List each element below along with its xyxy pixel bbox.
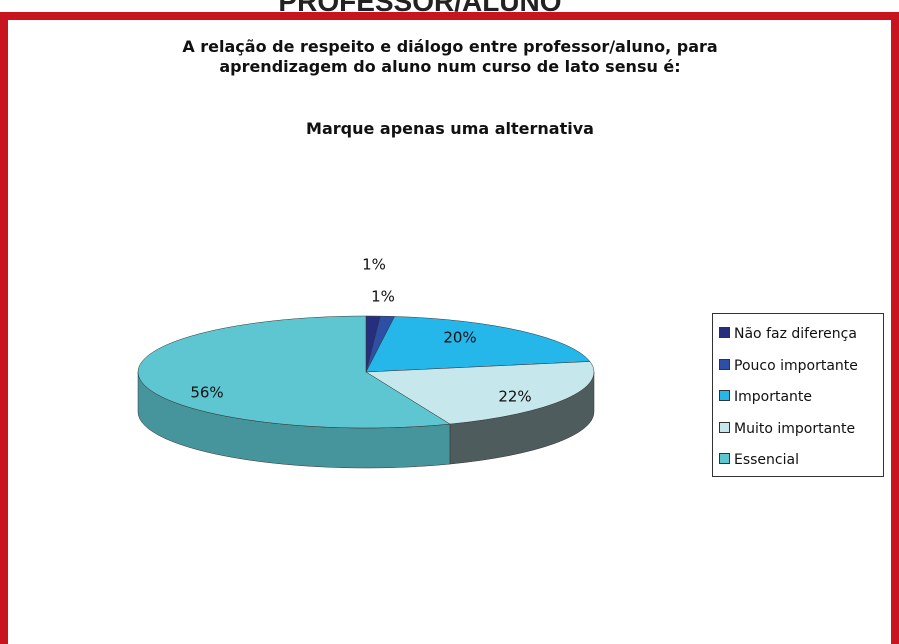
data-label: 1% xyxy=(362,256,386,274)
legend-item: Essencial xyxy=(719,452,799,468)
legend-label: Essencial xyxy=(734,452,799,468)
legend-item: Não faz diferença xyxy=(719,326,857,342)
chart-title: A relação de respeito e diálogo entre pr… xyxy=(182,37,718,76)
legend-swatch xyxy=(719,453,730,464)
legend-label: Não faz diferença xyxy=(734,326,857,342)
legend-label: Muito importante xyxy=(734,420,856,437)
pie-slice xyxy=(365,316,591,373)
legend-swatch xyxy=(719,358,730,370)
data-label: 1% xyxy=(371,288,395,306)
chart-subtitle: Marque apenas uma alternativa xyxy=(306,119,594,138)
frame xyxy=(0,12,899,644)
legend-label: Importante xyxy=(734,389,813,405)
legend-item: Importante xyxy=(719,389,812,405)
data-label: 22% xyxy=(498,388,531,406)
legend: Não faz diferença Pouco importante Importa… xyxy=(712,313,884,477)
data-label: 56% xyxy=(190,384,223,402)
data-label: 20% xyxy=(443,329,476,347)
legend-swatch xyxy=(719,421,730,433)
legend-item: Muito importante xyxy=(719,421,855,437)
pie-slice xyxy=(137,315,451,429)
legend-item: Pouco importante xyxy=(719,358,858,374)
legend-swatch xyxy=(719,390,730,401)
legend-label: Pouco importante xyxy=(734,357,858,374)
pie-slice xyxy=(365,361,595,425)
legend-swatch xyxy=(719,327,730,338)
